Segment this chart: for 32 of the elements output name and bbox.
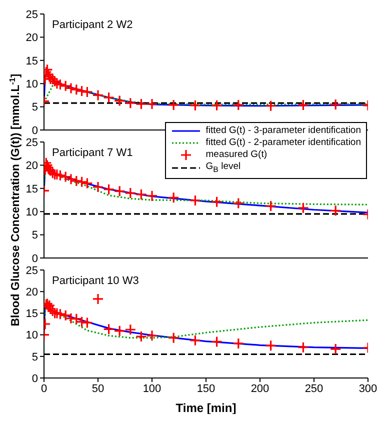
y-tick-label: 10: [26, 78, 38, 91]
x-tick-label: 0: [40, 382, 48, 395]
y-tick-label: 15: [26, 183, 38, 196]
y-tick-label: 25: [26, 8, 38, 21]
chart-title: Participant 2 W2: [52, 19, 133, 31]
y-tick-label: 20: [26, 286, 38, 299]
y-tick-label: 5: [32, 230, 38, 242]
x-tick-label: 300: [358, 382, 378, 395]
chart-title: Participant 7 W1: [52, 147, 133, 159]
y-tick-label: 5: [32, 102, 38, 114]
legend-label: fitted G(t) - 3-parameter identification: [206, 125, 361, 137]
y-tick-label: 0: [32, 372, 38, 385]
y-tick-label: 0: [32, 124, 38, 137]
y-tick-label: 15: [26, 308, 38, 320]
legend-label: measured G(t): [206, 149, 268, 161]
y-tick-label: 15: [26, 55, 38, 68]
y-tick-label: 25: [26, 264, 38, 277]
legend-label: G$_{B}$ level: [206, 161, 241, 176]
x-tick-label: 200: [250, 382, 270, 395]
y-tick-label: 0: [32, 252, 38, 265]
y-tick-label: 10: [26, 330, 38, 342]
y-tick-label: 10: [26, 206, 38, 219]
y-tick-label: 5: [32, 351, 38, 364]
x-tick-label: 50: [92, 382, 104, 395]
x-tick-label: 250: [304, 382, 324, 395]
y-tick-label: 20: [26, 32, 38, 44]
legend-label: fitted G(t) - 2-parameter identification: [206, 137, 361, 149]
y-tick-label: 20: [26, 160, 38, 172]
x-tick-label: 100: [142, 382, 162, 395]
chart-title: Participant 10 W3: [52, 275, 139, 287]
x-tick-label: 150: [196, 382, 216, 395]
y-tick-label: 25: [26, 136, 38, 149]
